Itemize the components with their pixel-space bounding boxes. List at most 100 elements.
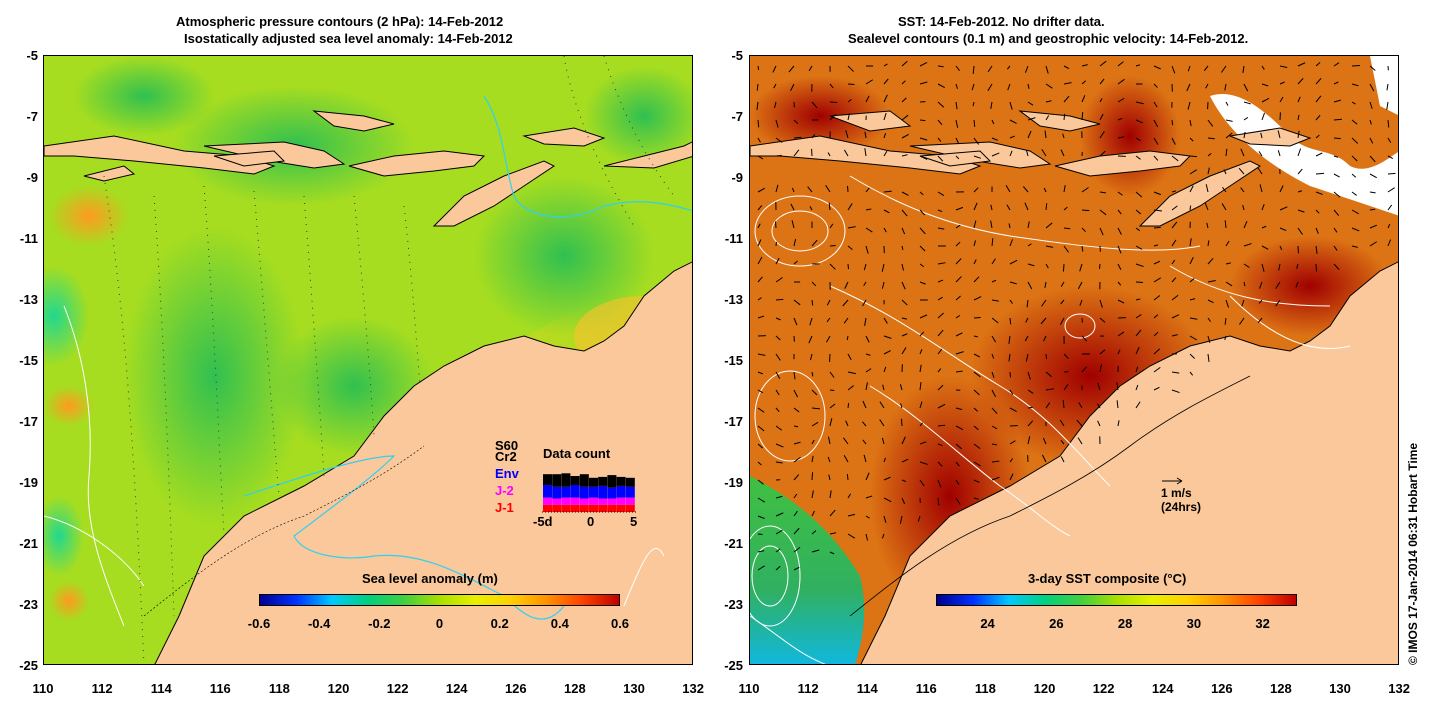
velocity-vector [901, 458, 909, 463]
velocity-vector [775, 389, 780, 396]
velocity-vector [937, 403, 946, 409]
velocity-vector [757, 187, 766, 193]
velocity-vector [793, 546, 801, 553]
left-longitude-tick-label: 122 [386, 681, 409, 696]
velocity-vector [757, 497, 766, 503]
velocity-vector [1153, 101, 1158, 108]
velocity-vector [1225, 240, 1230, 247]
velocity-vector [829, 403, 836, 409]
sea-level-anomaly-map[interactable] [43, 55, 693, 665]
velocity-vector [1045, 263, 1049, 269]
velocity-vector [1297, 130, 1300, 139]
velocity-vector [901, 245, 904, 251]
velocity-vector [1081, 227, 1086, 233]
velocity-vector [1171, 65, 1176, 74]
velocity-vector [1221, 203, 1227, 211]
velocity-vector [1153, 260, 1161, 265]
velocity-vector [937, 227, 945, 230]
velocity-vector [1225, 119, 1233, 122]
velocity-vector [883, 317, 888, 324]
velocity-vector [1258, 151, 1263, 157]
velocity-vector [991, 299, 999, 302]
right-longitude-tick-label: 130 [1329, 681, 1351, 696]
velocity-vector [1206, 222, 1209, 229]
mission-label: Cr2 [495, 449, 517, 464]
sst-map[interactable] [749, 55, 1399, 665]
velocity-vector [901, 114, 909, 121]
data-count-bar-segment [589, 486, 598, 498]
velocity-vector [991, 152, 1000, 157]
data-count-bar-segment [570, 497, 580, 505]
velocity-vector [937, 424, 946, 427]
velocity-vector [955, 83, 958, 89]
velocity-vector [919, 137, 928, 141]
velocity-vector [793, 441, 801, 445]
velocity-vector [829, 244, 836, 247]
velocity-vector [811, 455, 814, 463]
velocity-vector [1009, 135, 1015, 139]
right-longitude-tick-label: 120 [1033, 681, 1056, 696]
velocity-vector [937, 101, 945, 108]
data-count-bar-segment [589, 477, 598, 487]
left-latitude-tick-label: -13 [19, 292, 38, 307]
velocity-vector [847, 513, 856, 517]
velocity-vector [1279, 206, 1288, 211]
velocity-vector [955, 314, 961, 319]
velocity-vector [1099, 227, 1104, 236]
velocity-vector [791, 220, 795, 229]
velocity-vector [1261, 263, 1265, 272]
velocity-vector [1315, 134, 1320, 139]
velocity-vector [1315, 95, 1322, 103]
velocity-vector [991, 119, 995, 125]
velocity-vector [1297, 209, 1305, 213]
velocity-vector [1333, 173, 1340, 178]
velocity-vector [991, 425, 998, 430]
velocity-vector [1062, 263, 1065, 272]
velocity-vector [1386, 83, 1389, 91]
velocity-vector [1261, 225, 1267, 229]
velocity-vector [1387, 172, 1396, 175]
velocity-vector [1153, 366, 1161, 373]
data-count-bar-segment [561, 486, 571, 498]
velocity-vector [991, 389, 997, 398]
data-count-bar-segment [616, 497, 626, 505]
velocity-vector [1153, 244, 1159, 247]
velocity-vector [1009, 299, 1013, 304]
velocity-vector [1025, 353, 1029, 362]
velocity-vector [807, 186, 813, 193]
velocity-vector [829, 551, 835, 555]
velocity-vector [865, 515, 870, 519]
velocity-vector [1135, 245, 1143, 250]
velocity-vector [1024, 202, 1029, 211]
velocity-vector [1153, 83, 1158, 88]
velocity-vector [991, 407, 998, 415]
velocity-vector [1261, 65, 1265, 70]
velocity-vector [757, 315, 765, 319]
velocity-vector [883, 63, 888, 67]
velocity-vector [919, 81, 928, 85]
velocity-vector [757, 223, 761, 229]
velocity-vector [1045, 402, 1051, 409]
velocity-vector [775, 298, 784, 301]
velocity-vector [1062, 399, 1065, 409]
velocity-vector [901, 479, 907, 483]
velocity-vector [919, 61, 928, 67]
velocity-scale-label: 1 m/s [1161, 486, 1192, 500]
velocity-vector [1009, 407, 1017, 413]
velocity-vector [1099, 349, 1106, 355]
velocity-vector [919, 422, 923, 427]
velocity-vector [1240, 148, 1245, 157]
velocity-vector [808, 65, 813, 72]
right-latitude-tick-label: -15 [724, 353, 743, 368]
velocity-vector [919, 209, 926, 216]
velocity-vector [1297, 148, 1302, 157]
velocity-vector [864, 131, 867, 139]
velocity-vector [1081, 95, 1086, 103]
velocity-scale-sublabel: (24hrs) [1161, 500, 1202, 514]
velocity-vector [790, 83, 795, 91]
velocity-vector [879, 401, 885, 409]
velocity-vector [1063, 353, 1069, 359]
velocity-vector [847, 203, 853, 211]
velocity-vector [825, 185, 831, 193]
velocity-vector [1060, 281, 1065, 287]
